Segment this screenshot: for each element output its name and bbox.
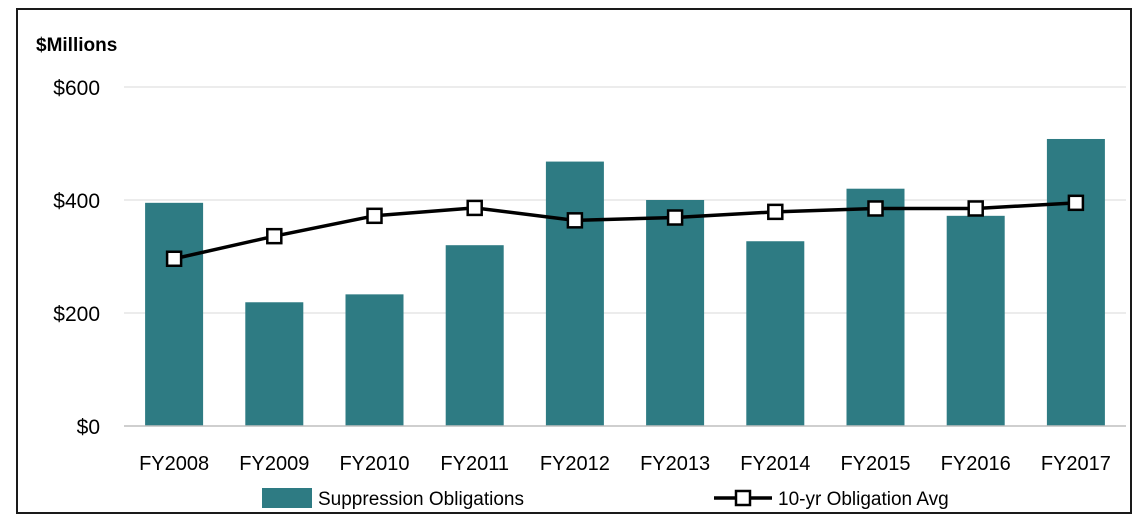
legend-label-bar: Suppression Obligations xyxy=(318,489,524,510)
legend: Suppression Obligations 10-yr Obligation… xyxy=(262,488,949,510)
line-point-marker xyxy=(366,207,383,225)
legend-swatch-bar xyxy=(262,488,312,508)
x-tick-label: FY2010 xyxy=(339,453,409,475)
y-tick-label: $600 xyxy=(53,77,100,100)
line-point-marker xyxy=(466,199,483,217)
bar xyxy=(545,161,604,426)
x-tick-label: FY2008 xyxy=(139,453,209,475)
y-axis-ticks: $0 $200 $400 $600 xyxy=(53,77,100,439)
x-tick-label: FY2013 xyxy=(640,453,710,475)
x-tick-label: FY2014 xyxy=(740,453,810,475)
x-tick-label: FY2017 xyxy=(1041,453,1111,475)
line-point-marker xyxy=(266,227,283,245)
series-line xyxy=(173,201,1076,261)
bar xyxy=(1046,138,1105,427)
x-axis-ticks: FY2008 FY2009 FY2010 FY2011 FY2012 FY2013 FY20… xyxy=(139,453,1111,475)
bar xyxy=(445,245,504,426)
bar xyxy=(746,241,805,426)
bar xyxy=(345,294,404,426)
y-tick-label: $200 xyxy=(53,303,100,326)
bar xyxy=(145,202,204,426)
bar xyxy=(646,200,705,426)
x-tick-label: FY2009 xyxy=(239,453,309,475)
line-point-marker xyxy=(967,200,984,217)
x-tick-label: FY2015 xyxy=(840,453,910,475)
line-point-marker xyxy=(566,212,584,229)
bar-series xyxy=(145,138,1105,427)
x-tick-label: FY2016 xyxy=(941,453,1011,475)
y-unit-label: $Millions xyxy=(36,35,117,56)
bar xyxy=(245,302,304,426)
legend-marker-square xyxy=(734,489,752,507)
x-tick-label: FY2012 xyxy=(540,453,610,475)
y-tick-label: $0 xyxy=(77,416,100,439)
line-point-marker xyxy=(767,203,784,221)
bar xyxy=(846,188,905,426)
average-line-series xyxy=(165,194,1085,268)
line-point-marker xyxy=(165,250,183,268)
x-tick-label: FY2011 xyxy=(440,453,509,475)
legend-label-line: 10-yr Obligation Avg xyxy=(778,489,949,510)
line-point-marker xyxy=(1067,194,1085,212)
line-point-marker xyxy=(666,209,684,226)
line-point-marker xyxy=(867,200,884,217)
y-tick-label: $400 xyxy=(53,190,100,213)
bar xyxy=(946,215,1005,426)
